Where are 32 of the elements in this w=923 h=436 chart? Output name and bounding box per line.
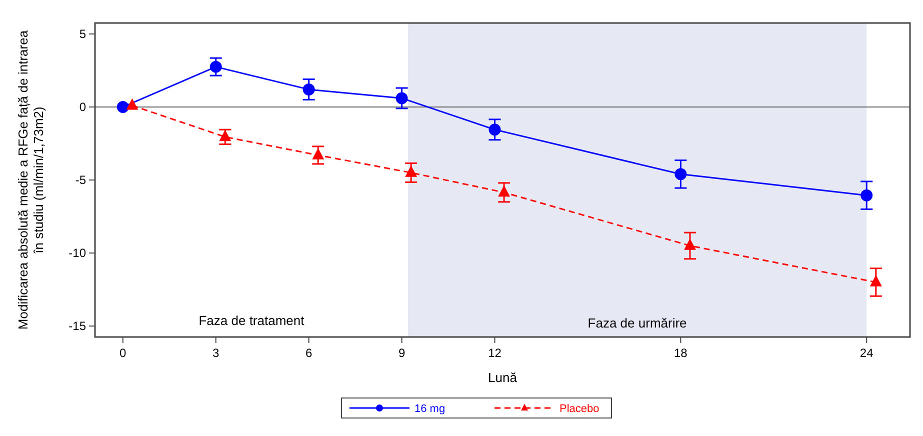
point xyxy=(684,238,696,250)
point xyxy=(312,148,324,160)
point xyxy=(870,275,882,286)
point xyxy=(219,130,232,142)
x-tick-label: 24 xyxy=(860,346,874,360)
text: 16 mg xyxy=(414,402,446,415)
point xyxy=(126,98,138,110)
y-tick-label: -10 xyxy=(68,246,86,260)
point xyxy=(210,60,222,73)
point xyxy=(302,83,315,96)
x-tick-label: 12 xyxy=(488,346,502,360)
y-tick-label: -5 xyxy=(75,173,86,188)
x-tick-label: 0 xyxy=(120,346,127,360)
band-label: Faza de urmărire xyxy=(588,316,687,331)
point xyxy=(488,124,501,136)
y-tick-label: 5 xyxy=(79,27,86,42)
x-tick-label: 6 xyxy=(305,346,312,360)
y-tick-label: -15 xyxy=(68,319,86,334)
point xyxy=(498,185,510,197)
text: Placebo xyxy=(560,402,600,415)
annotation: Faza de tratament xyxy=(198,313,305,328)
x-tick-label: 18 xyxy=(674,346,688,360)
y-axis-title: Modificarea absolută medie a RFGe față de intrarea în studiu (ml/min/1,73m2) xyxy=(15,30,46,330)
point xyxy=(405,166,418,177)
x-tick-label: 3 xyxy=(212,346,220,360)
y-tick-label: 0 xyxy=(79,100,86,114)
point xyxy=(396,92,408,104)
point xyxy=(116,100,129,113)
point xyxy=(860,189,873,202)
x-tick-label: 9 xyxy=(398,346,406,360)
point xyxy=(674,168,687,180)
x-axis-title: Lună xyxy=(488,370,518,385)
